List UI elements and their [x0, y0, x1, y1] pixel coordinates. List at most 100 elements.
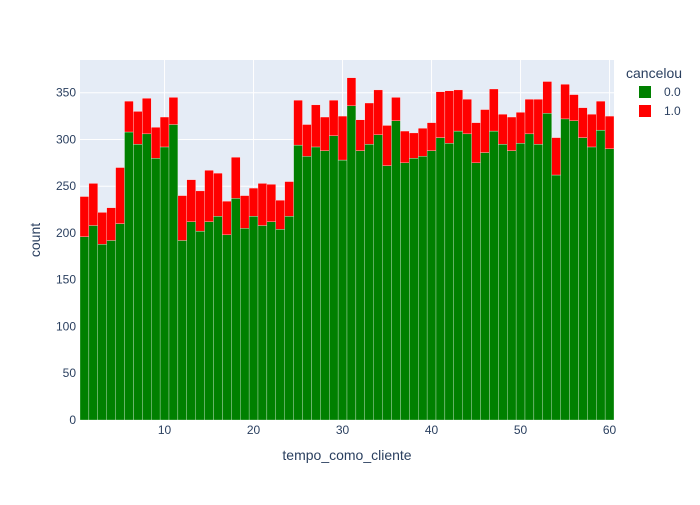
bar-segment-0[interactable]: [373, 134, 383, 421]
bar-segment-0[interactable]: [142, 133, 152, 421]
bar-segment-0[interactable]: [329, 135, 339, 421]
bar-segment-1[interactable]: [596, 100, 606, 131]
bar-segment-1[interactable]: [524, 99, 535, 135]
bar-segment-0[interactable]: [346, 105, 357, 421]
bar-segment-1[interactable]: [79, 196, 90, 237]
bar-segment-0[interactable]: [515, 143, 526, 421]
bar-segment-0[interactable]: [168, 124, 179, 421]
bar-segment-0[interactable]: [106, 240, 116, 421]
bar-segment-1[interactable]: [240, 195, 250, 229]
bar-segment-0[interactable]: [159, 146, 170, 421]
bar-segment-0[interactable]: [551, 174, 561, 421]
bar-segment-1[interactable]: [400, 130, 410, 164]
bar-segment-1[interactable]: [151, 127, 161, 159]
bar-segment-0[interactable]: [355, 150, 365, 421]
bar-segment-1[interactable]: [329, 100, 339, 136]
bar-segment-1[interactable]: [444, 90, 454, 144]
bar-segment-1[interactable]: [462, 99, 472, 135]
legend-item[interactable]: 1.0: [639, 104, 681, 118]
bar-segment-0[interactable]: [266, 221, 276, 421]
bar-segment-0[interactable]: [604, 148, 615, 421]
bar-segment-0[interactable]: [471, 162, 481, 421]
bar-segment-1[interactable]: [604, 115, 615, 149]
bar-segment-0[interactable]: [391, 120, 401, 421]
bar-segment-0[interactable]: [204, 221, 214, 421]
bar-segment-1[interactable]: [168, 97, 179, 125]
bar-segment-0[interactable]: [533, 144, 543, 421]
bar-segment-1[interactable]: [560, 84, 570, 120]
bar-segment-1[interactable]: [213, 172, 223, 217]
bar-segment-0[interactable]: [124, 131, 134, 421]
bar-segment-0[interactable]: [596, 129, 606, 421]
bar-segment-1[interactable]: [115, 167, 125, 224]
bar-segment-0[interactable]: [542, 113, 552, 421]
bar-segment-0[interactable]: [231, 198, 241, 421]
bar-segment-0[interactable]: [462, 133, 472, 421]
bar-segment-0[interactable]: [151, 158, 161, 421]
bar-segment-0[interactable]: [480, 152, 490, 421]
bar-segment-0[interactable]: [311, 146, 321, 421]
bar-segment-1[interactable]: [266, 184, 276, 222]
bar-segment-1[interactable]: [364, 102, 374, 145]
bar-segment-1[interactable]: [382, 125, 392, 166]
bar-segment-1[interactable]: [551, 137, 561, 176]
bar-segment-1[interactable]: [222, 201, 232, 236]
legend-item[interactable]: 0.0: [639, 85, 681, 99]
bar-segment-0[interactable]: [453, 130, 463, 421]
bar-segment-1[interactable]: [578, 107, 588, 138]
bar-segment-0[interactable]: [195, 230, 205, 421]
bar-segment-0[interactable]: [524, 133, 535, 421]
bar-segment-1[interactable]: [355, 119, 365, 151]
bar-segment-1[interactable]: [542, 81, 552, 114]
bar-segment-1[interactable]: [515, 112, 526, 144]
bar-segment-0[interactable]: [133, 144, 143, 421]
bar-segment-0[interactable]: [569, 120, 579, 421]
legend[interactable]: cancelou 0.0 1.0: [626, 65, 682, 118]
bar-segment-1[interactable]: [302, 124, 312, 157]
bar-segment-1[interactable]: [142, 98, 152, 135]
bar-segment-0[interactable]: [418, 156, 428, 421]
bar-segment-1[interactable]: [435, 91, 446, 138]
bar-segment-0[interactable]: [444, 143, 454, 421]
bar-segment-1[interactable]: [587, 114, 597, 148]
bar-segment-1[interactable]: [186, 179, 196, 222]
bar-segment-1[interactable]: [391, 97, 401, 121]
bar-segment-1[interactable]: [489, 88, 499, 132]
bar-segment-1[interactable]: [453, 89, 463, 132]
bar-segment-0[interactable]: [186, 221, 196, 421]
bar-segment-0[interactable]: [222, 234, 232, 421]
bar-segment-1[interactable]: [293, 100, 303, 146]
bar-segment-1[interactable]: [373, 89, 383, 135]
bar-segment-1[interactable]: [507, 116, 517, 151]
bar-segment-0[interactable]: [302, 156, 312, 421]
bar-segment-1[interactable]: [177, 195, 187, 241]
bar-segment-1[interactable]: [498, 114, 508, 145]
bar-segment-0[interactable]: [275, 229, 285, 421]
bar-segment-1[interactable]: [231, 157, 241, 199]
bar-segment-0[interactable]: [400, 162, 410, 421]
bar-segment-1[interactable]: [275, 200, 285, 230]
bar-segment-1[interactable]: [569, 94, 579, 121]
bar-segment-0[interactable]: [498, 144, 508, 421]
bar-segment-1[interactable]: [124, 100, 134, 133]
bar-segment-1[interactable]: [533, 99, 543, 145]
bar-segment-1[interactable]: [257, 183, 268, 226]
bar-segment-1[interactable]: [409, 132, 419, 159]
bar-segment-0[interactable]: [578, 137, 588, 421]
bar-segment-0[interactable]: [115, 223, 125, 421]
bar-segment-0[interactable]: [426, 150, 437, 421]
bar-segment-1[interactable]: [311, 104, 321, 148]
bar-segment-0[interactable]: [435, 137, 446, 421]
bar-segment-0[interactable]: [248, 216, 259, 421]
bar-segment-1[interactable]: [248, 187, 259, 217]
bar-segment-1[interactable]: [346, 77, 357, 106]
bar-segment-0[interactable]: [88, 225, 98, 421]
bar-segment-0[interactable]: [409, 158, 419, 421]
bar-segment-1[interactable]: [418, 128, 428, 157]
bar-segment-1[interactable]: [97, 212, 107, 245]
bar-segment-0[interactable]: [293, 144, 303, 421]
bar-segment-0[interactable]: [587, 146, 597, 421]
bar-segment-1[interactable]: [195, 190, 205, 232]
bar-segment-0[interactable]: [382, 165, 392, 421]
bar-segment-0[interactable]: [560, 118, 570, 421]
